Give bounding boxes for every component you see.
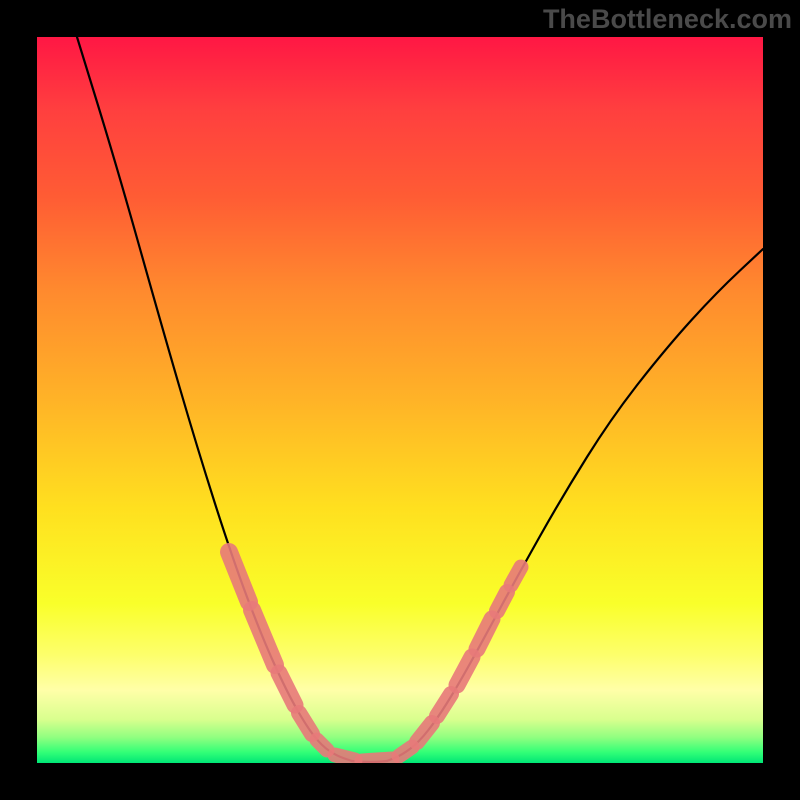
plot-area	[37, 37, 763, 763]
chart-container: TheBottleneck.com	[0, 0, 800, 800]
watermark-text: TheBottleneck.com	[543, 4, 792, 35]
plot-svg	[37, 37, 763, 763]
